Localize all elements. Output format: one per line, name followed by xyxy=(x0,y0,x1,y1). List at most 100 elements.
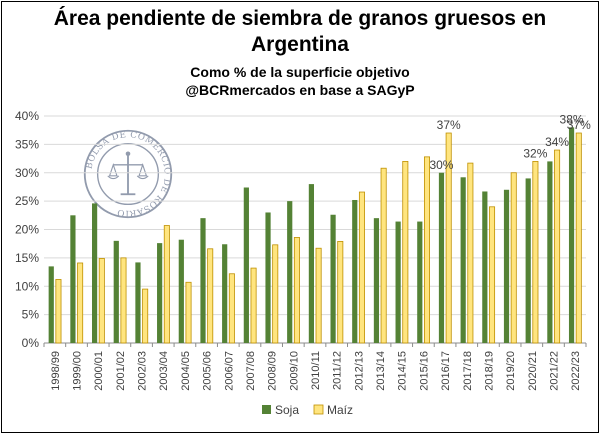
bar-soja xyxy=(547,161,553,343)
bar-maiz xyxy=(250,267,257,344)
bar-maiz xyxy=(554,149,561,344)
x-tick-label: 1999/00 xyxy=(72,351,84,391)
bar-soja xyxy=(135,262,141,343)
chart-source: @BCRmercados en base a SAGyP xyxy=(185,82,415,98)
bar-soja xyxy=(70,215,76,343)
bar-maiz xyxy=(98,258,105,344)
bar-maiz xyxy=(55,279,62,344)
y-tick-label: 5% xyxy=(22,308,40,322)
x-tick-label: 2006/07 xyxy=(223,351,235,391)
y-tick-label: 15% xyxy=(15,251,39,265)
x-tick-label: 2019/20 xyxy=(505,351,517,391)
bar-maiz xyxy=(423,156,430,344)
x-tick-label: 2013/14 xyxy=(375,351,387,391)
bar-soja xyxy=(157,243,163,343)
x-tick-label: 2003/04 xyxy=(158,351,170,391)
bar-maiz xyxy=(120,257,127,344)
bar-soja xyxy=(113,240,119,343)
bar-soja xyxy=(568,127,575,343)
x-tick-label: 2015/16 xyxy=(418,351,430,391)
bar-maiz xyxy=(337,241,344,344)
bar-soja xyxy=(525,178,531,343)
bar-maiz xyxy=(228,273,235,344)
data-label: 38% xyxy=(560,112,584,126)
bar-maiz xyxy=(467,162,474,344)
legend-label-maiz: Maíz xyxy=(327,403,353,417)
bar-soja xyxy=(460,177,466,343)
legend-label-soja: Soja xyxy=(275,403,299,417)
x-tick-label: 2020/21 xyxy=(527,351,539,391)
bar-soja xyxy=(92,203,98,343)
bar-maiz xyxy=(185,281,192,344)
x-tick-label: 2011/12 xyxy=(332,351,344,390)
x-tick-label: 2004/05 xyxy=(180,351,192,391)
bar-soja xyxy=(178,239,184,343)
bar-maiz xyxy=(77,262,84,344)
x-tick-label: 2022/23 xyxy=(570,351,582,391)
bar-soja xyxy=(417,221,423,343)
y-tick-label: 0% xyxy=(22,336,40,350)
y-tick-label: 35% xyxy=(15,137,39,151)
bar-soja xyxy=(308,184,314,343)
bar-soja xyxy=(438,172,445,343)
data-label: 37% xyxy=(437,118,461,132)
x-tick-label: 2021/22 xyxy=(548,351,560,391)
bar-soja xyxy=(482,191,488,343)
data-label: 34% xyxy=(545,135,569,149)
legend-swatch-soja xyxy=(262,405,271,414)
bar-soja xyxy=(395,221,401,343)
bar-maiz xyxy=(293,237,300,344)
bar-soja xyxy=(352,199,358,343)
bar-maiz xyxy=(532,160,539,344)
x-tick-label: 2008/09 xyxy=(267,351,279,391)
data-label: 30% xyxy=(429,158,453,172)
x-tick-label: 2005/06 xyxy=(202,351,214,391)
bar-maiz xyxy=(575,132,582,344)
y-tick-label: 40% xyxy=(15,109,39,123)
x-tick-label: 2012/13 xyxy=(353,351,365,391)
x-tick-label: 2014/15 xyxy=(397,351,409,391)
bar-maiz xyxy=(510,172,517,344)
bar-maiz xyxy=(402,160,409,344)
bar-soja xyxy=(243,187,249,343)
bar-soja xyxy=(287,201,293,343)
chart-title-line2: Argentina xyxy=(250,33,349,56)
x-tick-label: 1998/99 xyxy=(50,351,62,391)
bar-soja xyxy=(48,266,54,343)
bar-maiz xyxy=(489,206,496,344)
x-tick-label: 2009/10 xyxy=(288,351,300,391)
bar-maiz xyxy=(272,244,279,344)
x-tick-label: 2010/11 xyxy=(310,351,322,390)
bar-maiz xyxy=(207,248,214,344)
x-tick-label: 2002/03 xyxy=(137,351,149,391)
chart-title-line1: Área pendiente de siembra de granos grue… xyxy=(53,7,547,30)
bar-soja xyxy=(222,244,228,343)
bar-maiz xyxy=(380,167,387,344)
x-tick-label: 2018/19 xyxy=(483,351,495,391)
bar-soja xyxy=(265,212,271,343)
x-tick-label: 2001/02 xyxy=(115,351,127,391)
bar-maiz xyxy=(315,247,322,344)
bar-soja xyxy=(503,189,510,343)
bar-soja xyxy=(330,214,336,343)
y-tick-label: 10% xyxy=(15,279,39,293)
y-tick-label: 30% xyxy=(15,166,39,180)
y-tick-label: 20% xyxy=(15,223,39,237)
x-tick-label: 2016/17 xyxy=(440,351,452,391)
x-tick-label: 2017/18 xyxy=(462,351,474,391)
bar-maiz xyxy=(358,191,365,344)
bar-soja xyxy=(373,218,380,343)
legend-swatch-maiz xyxy=(313,404,324,415)
bar-soja xyxy=(200,218,206,343)
bar-maiz xyxy=(163,225,170,344)
chart-subtitle: Como % de la superficie objetivo xyxy=(190,64,410,80)
bar-maiz xyxy=(142,288,149,344)
data-label: 37% xyxy=(567,118,591,132)
y-tick-label: 25% xyxy=(15,194,39,208)
data-label: 32% xyxy=(523,146,547,160)
bar-maiz xyxy=(445,132,452,344)
x-tick-label: 2007/08 xyxy=(245,351,257,391)
x-tick-label: 2000/01 xyxy=(93,351,105,391)
